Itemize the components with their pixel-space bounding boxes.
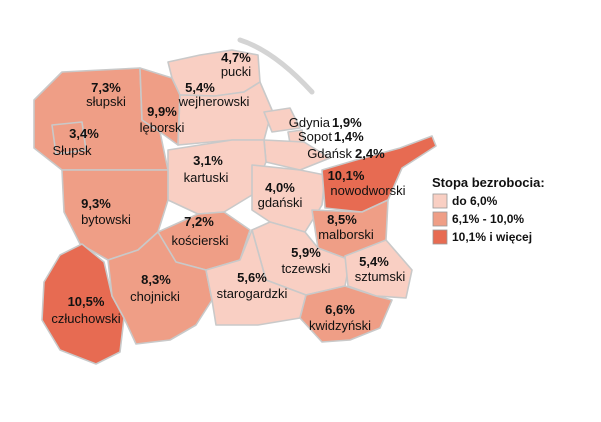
- legend-label-mid: 6,1% - 10,0%: [452, 212, 524, 226]
- legend-title: Stopa bezrobocia:: [432, 175, 545, 190]
- label-value-malborski: 8,5%: [327, 212, 357, 227]
- label-name-malborski: malborski: [318, 227, 374, 242]
- label-name-koscierski: kościerski: [171, 233, 228, 248]
- district-nowodworski[interactable]: [321, 135, 437, 213]
- district-kwidzynski[interactable]: [299, 285, 393, 343]
- label-name-sopot: Sopot: [298, 129, 332, 144]
- label-name-chojnicki: chojnicki: [130, 289, 180, 304]
- label-name-gdynia: Gdynia: [289, 115, 331, 130]
- label-name-tczewski: tczewski: [281, 261, 330, 276]
- label-name-slupsk: Słupsk: [52, 143, 92, 158]
- label-value-tczewski: 5,9%: [291, 245, 321, 260]
- district-gdynia[interactable]: [263, 107, 301, 133]
- legend-swatch-mid: [432, 211, 448, 227]
- legend: Stopa bezrobocia: do 6,0% 6,1% - 10,0% 1…: [432, 175, 545, 245]
- label-value-gdynia: 1,9%: [332, 115, 362, 130]
- label-value-starogardzki: 5,6%: [237, 270, 267, 285]
- label-name-nowodworski: nowodworski: [330, 183, 405, 198]
- label-value-bytowski: 9,3%: [81, 196, 111, 211]
- label-name-gdansk: Gdańsk: [307, 146, 352, 161]
- label-name-pucki: pucki: [221, 64, 251, 79]
- label-name-czluchowski: człuchowski: [51, 311, 120, 326]
- district-slupsk[interactable]: [51, 121, 87, 155]
- label-value-sztumski: 5,4%: [359, 254, 389, 269]
- label-value-leborski: 9,9%: [147, 104, 177, 119]
- label-name-wejherowski: wejherowski: [178, 94, 250, 109]
- label-name-gdanski: gdański: [258, 195, 303, 210]
- legend-swatch-high: [432, 229, 448, 245]
- legend-label-high: 10,1% i więcej: [452, 230, 532, 244]
- label-name-kwidzynski: kwidzyński: [309, 318, 371, 333]
- legend-swatch-low: [432, 193, 448, 209]
- legend-label-low: do 6,0%: [452, 194, 498, 208]
- district-sztumski[interactable]: [344, 239, 413, 299]
- label-value-koscierski: 7,2%: [184, 214, 214, 229]
- label-name-leborski: lęborski: [140, 120, 185, 135]
- district-chojnicki[interactable]: [107, 231, 213, 345]
- hel-peninsula: [237, 37, 315, 95]
- label-value-kartuski: 3,1%: [193, 153, 223, 168]
- label-name-slupski: słupski: [86, 94, 126, 109]
- label-value-sopot: 1,4%: [334, 129, 364, 144]
- label-value-gdansk: 2,4%: [355, 146, 385, 161]
- label-value-wejherowski: 5,4%: [185, 80, 215, 95]
- label-value-nowodworski: 10,1%: [328, 168, 365, 183]
- label-value-chojnicki: 8,3%: [141, 272, 171, 287]
- district-czluchowski[interactable]: [41, 243, 125, 365]
- label-name-bytowski: bytowski: [81, 212, 131, 227]
- label-name-sztumski: sztumski: [355, 269, 406, 284]
- label-value-czluchowski: 10,5%: [68, 294, 105, 309]
- label-value-pucki: 4,7%: [221, 50, 251, 65]
- label-value-slupski: 7,3%: [91, 80, 121, 95]
- label-value-kwidzynski: 6,6%: [325, 302, 355, 317]
- label-name-starogardzki: starogardzki: [217, 286, 288, 301]
- label-value-gdanski: 4,0%: [265, 180, 295, 195]
- label-value-slupsk: 3,4%: [69, 126, 99, 141]
- label-name-kartuski: kartuski: [184, 170, 229, 185]
